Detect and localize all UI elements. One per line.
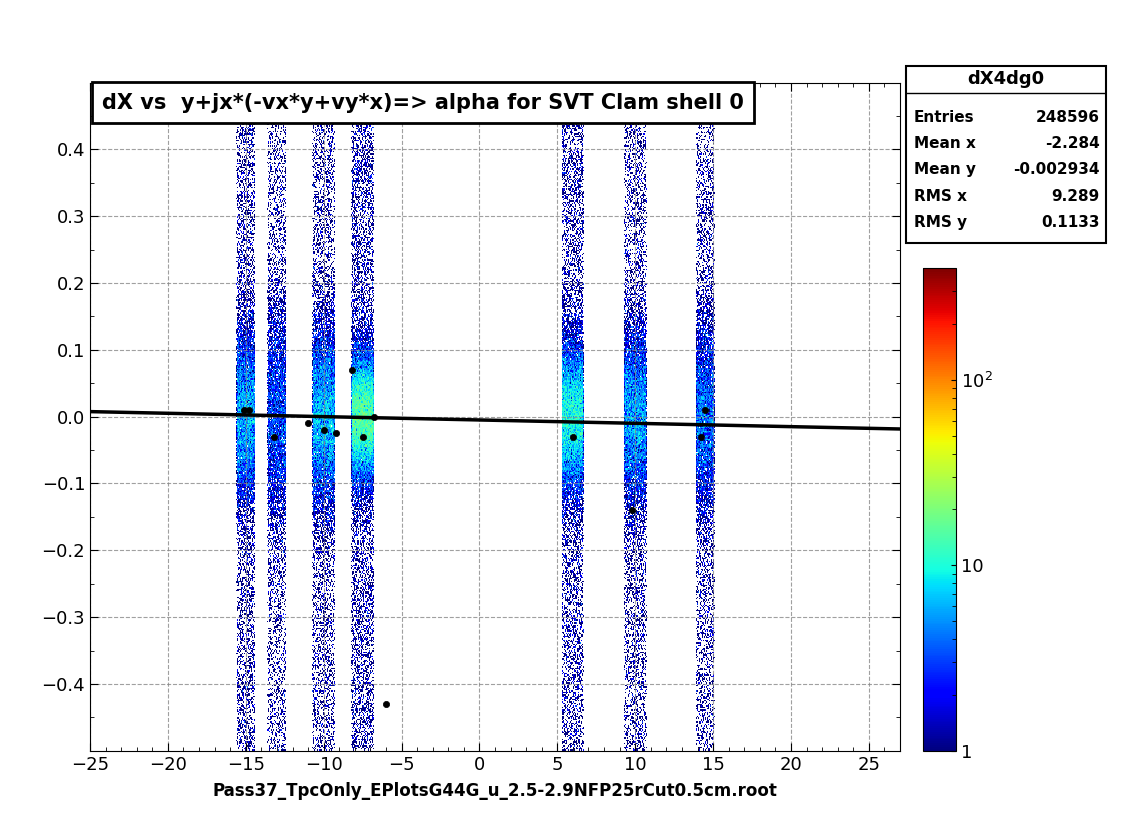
Text: 9.289: 9.289 xyxy=(1052,189,1100,204)
Text: dX vs  y+jx*(-vx*y+vy*x)=> alpha for SVT Clam shell 0: dX vs y+jx*(-vx*y+vy*x)=> alpha for SVT … xyxy=(102,92,744,112)
Text: -2.284: -2.284 xyxy=(1045,135,1100,151)
Text: Mean y: Mean y xyxy=(914,163,975,177)
Text: RMS y: RMS y xyxy=(914,215,966,230)
X-axis label: Pass37_TpcOnly_EPlotsG44G_u_2.5-2.9NFP25rCut0.5cm.root: Pass37_TpcOnly_EPlotsG44G_u_2.5-2.9NFP25… xyxy=(213,782,777,800)
Text: 0.1133: 0.1133 xyxy=(1042,215,1100,230)
Text: RMS x: RMS x xyxy=(914,189,966,204)
Text: -0.002934: -0.002934 xyxy=(1014,163,1100,177)
Text: dX4dg0: dX4dg0 xyxy=(968,70,1044,88)
Text: Mean x: Mean x xyxy=(914,135,975,151)
Text: Entries: Entries xyxy=(914,110,974,125)
Text: 248596: 248596 xyxy=(1036,110,1100,125)
